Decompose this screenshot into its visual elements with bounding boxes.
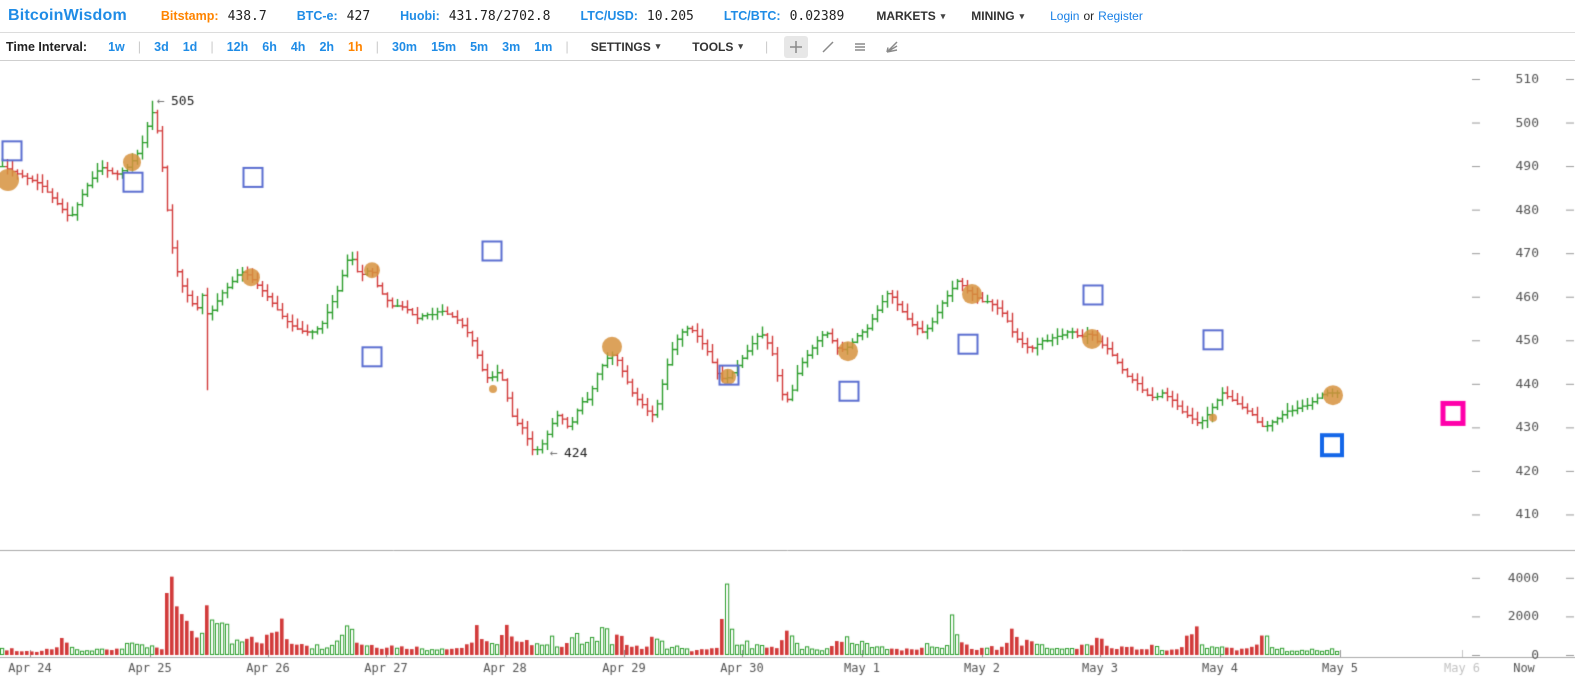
chevron-down-icon: ▾ [655, 41, 661, 51]
interval-12h[interactable]: 12h [226, 39, 249, 54]
mining-menu[interactable]: MINING ▾ [971, 9, 1024, 23]
interval-4h[interactable]: 4h [290, 39, 306, 54]
settings-menu-label: SETTINGS [590, 39, 651, 54]
ticker-exchange-link[interactable]: BTC-e: [296, 9, 338, 23]
ticker-item: LTC/USD: 10.205 [580, 9, 693, 24]
tools-menu-label: TOOLS [692, 39, 734, 54]
tools-menu[interactable]: TOOLS ▾ [692, 40, 743, 54]
interval-1w[interactable]: 1w [108, 39, 125, 54]
separator: | [764, 39, 769, 54]
interval-list: 1w | 3d 1d | 12h 6h 4h 2h 1h | 30m 15m 5m 3m 1m [101, 39, 559, 54]
interval-30m[interactable]: 30m [392, 39, 418, 54]
logo[interactable]: BitcoinWisdom [8, 7, 127, 24]
interval-1h[interactable]: 1h [348, 39, 363, 54]
markets-menu-label: MARKETS [876, 9, 936, 23]
separator: | [565, 39, 569, 54]
register-link[interactable]: Register [1098, 9, 1143, 23]
ticker-exchange-link[interactable]: LTC/USD: [580, 9, 638, 23]
interval-5m[interactable]: 5m [470, 39, 489, 54]
ticker-price-value: 438.7 [227, 8, 267, 24]
header-menus: MARKETS ▾ MINING ▾ Login or Register [876, 9, 1142, 23]
ticker-price-value: 0.02389 [789, 8, 845, 24]
horizontal-lines-icon[interactable] [848, 36, 872, 58]
ticker-item: Huobi: 431.78/2702.8 [400, 9, 550, 24]
settings-menu[interactable]: SETTINGS ▾ [591, 40, 661, 54]
mining-menu-label: MINING [971, 9, 1015, 23]
ticker-item: LTC/BTC: 0.02389 [724, 9, 845, 24]
chart-toolbar: Time Interval: 1w | 3d 1d | 12h 6h 4h 2h 1h | 30m 15… [0, 33, 1575, 61]
separator: | [375, 39, 380, 54]
chevron-down-icon: ▾ [1019, 10, 1025, 21]
interval-1d[interactable]: 1d [182, 39, 198, 54]
chevron-down-icon: ▾ [738, 41, 743, 51]
interval-1m[interactable]: 1m [534, 39, 553, 54]
trendline-icon[interactable] [816, 36, 840, 58]
chevron-down-icon: ▾ [940, 10, 946, 21]
drawing-tools [784, 35, 912, 58]
fan-lines-icon[interactable] [880, 36, 904, 58]
separator: | [137, 39, 142, 54]
auth-links: Login or Register [1050, 9, 1143, 23]
login-link[interactable]: Login [1050, 9, 1080, 23]
crosshair-icon[interactable] [784, 35, 809, 58]
ticker-strip: Bitstamp: 438.7 BTC-e: 427 Huobi: 431.78/2702… [161, 9, 874, 24]
interval-2h[interactable]: 2h [319, 39, 335, 54]
separator: | [210, 39, 214, 54]
ticker-price-value: 427 [346, 8, 371, 24]
ticker-price-value: 431.78/2702.8 [448, 8, 551, 24]
ticker-price-value: 10.205 [646, 8, 694, 24]
ticker-item: BTC-e: 427 [297, 9, 370, 24]
interval-3m[interactable]: 3m [502, 39, 521, 54]
ticker-exchange-link[interactable]: Bitstamp: [160, 9, 219, 23]
auth-or-text: or [1083, 9, 1095, 23]
price-volume-chart[interactable] [0, 60, 1575, 680]
interval-15m[interactable]: 15m [431, 39, 457, 54]
ticker-exchange-link[interactable]: Huobi: [400, 9, 440, 23]
ticker-exchange-link[interactable]: LTC/BTC: [723, 9, 781, 23]
top-header: BitcoinWisdom Bitstamp: 438.7 BTC-e: 427 Huo… [0, 0, 1575, 33]
time-interval-label: Time Interval: [6, 39, 88, 54]
interval-6h[interactable]: 6h [262, 39, 277, 54]
interval-3d[interactable]: 3d [154, 39, 169, 54]
markets-menu[interactable]: MARKETS ▾ [876, 9, 945, 23]
ticker-item: Bitstamp: 438.7 [161, 9, 267, 24]
